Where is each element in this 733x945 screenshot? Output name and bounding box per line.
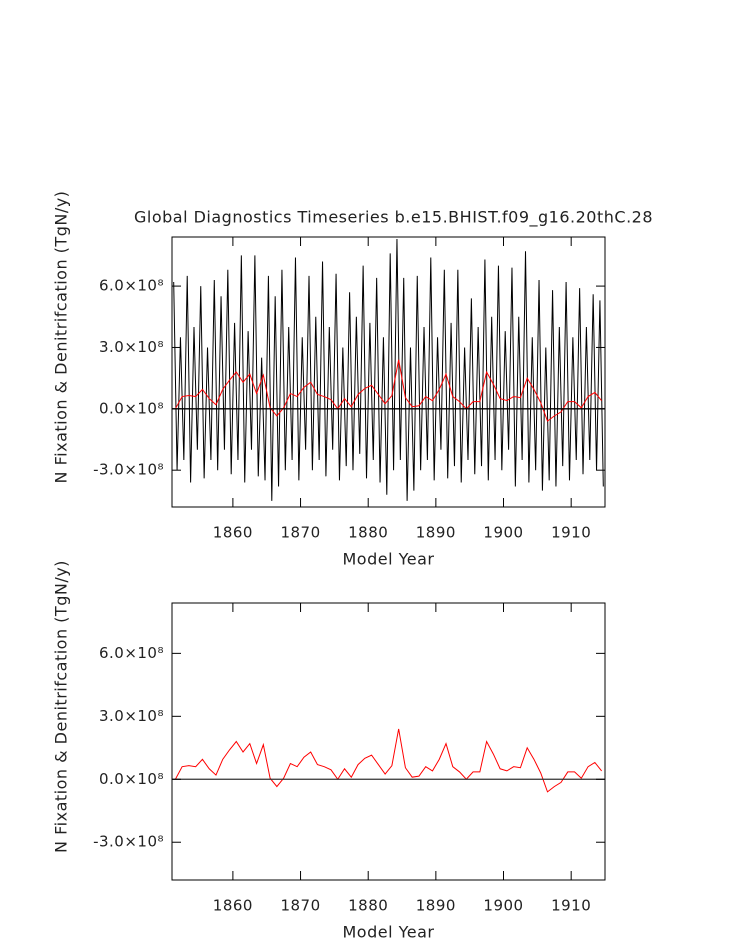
x-tick-label: 1890 [416, 524, 456, 542]
x-tick-label: 1900 [483, 524, 523, 542]
x-tick-label: 1890 [416, 897, 456, 915]
plot-frame [171, 602, 606, 881]
x-tick-label: 1910 [551, 524, 591, 542]
x-axis-label: Model Year [343, 550, 435, 569]
y-tick-label: 3.0×10⁸ [99, 707, 164, 725]
x-tick-label: 1860 [213, 524, 253, 542]
y-tick-label: 0.0×10⁸ [99, 770, 164, 788]
y-tick-label: -3.0×10⁸ [93, 833, 164, 851]
x-tick-label: 1880 [348, 524, 388, 542]
y-axis-label: N Fixation & Denitrifcation (TgN/y) [52, 560, 71, 853]
y-tick-label: 6.0×10⁸ [99, 277, 164, 295]
x-tick-label: 1900 [483, 897, 523, 915]
x-tick-label: 1860 [213, 897, 253, 915]
y-tick-label: -3.0×10⁸ [93, 461, 164, 479]
series-line [174, 359, 603, 422]
x-tick-label: 1910 [551, 897, 591, 915]
x-tick-label: 1880 [348, 897, 388, 915]
series-line [173, 239, 604, 501]
x-tick-label: 1870 [280, 897, 320, 915]
series-line [174, 728, 603, 793]
y-tick-label: 6.0×10⁸ [99, 644, 164, 662]
plot-frame [171, 236, 606, 508]
y-axis-label: N Fixation & Denitrifcation (TgN/y) [52, 191, 71, 484]
x-axis-label: Model Year [343, 923, 435, 942]
y-tick-label: 0.0×10⁸ [99, 399, 164, 417]
chart-title: Global Diagnostics Timeseries b.e15.BHIS… [134, 208, 653, 228]
y-tick-label: 3.0×10⁸ [99, 338, 164, 356]
x-tick-label: 1870 [280, 524, 320, 542]
